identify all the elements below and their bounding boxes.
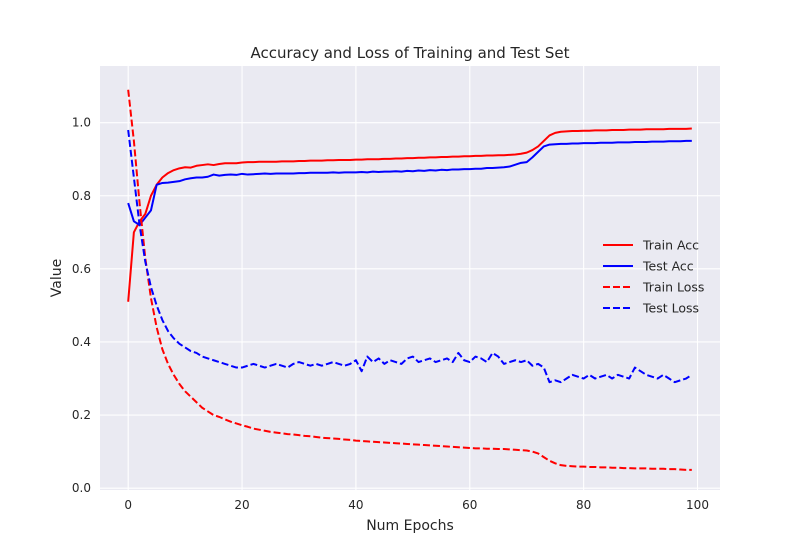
x-tick-labels: 0 20 40 60 80 100 — [124, 498, 709, 512]
grid — [100, 66, 720, 490]
legend-label: Test Acc — [642, 259, 694, 274]
x-tick-label: 20 — [234, 498, 249, 512]
series-lines — [127, 89, 693, 471]
series-line-train-loss — [127, 89, 692, 471]
y-tick-label: 0.6 — [72, 262, 91, 276]
y-tick-label: 1.0 — [72, 116, 91, 130]
x-tick-label: 0 — [124, 498, 132, 512]
chart-title: Accuracy and Loss of Training and Test S… — [250, 44, 569, 62]
y-tick-label: 0.8 — [72, 189, 91, 203]
x-tick-label: 100 — [686, 498, 709, 512]
x-tick-label: 80 — [576, 498, 591, 512]
series-line-train-acc — [127, 127, 692, 302]
x-tick-label: 60 — [462, 498, 477, 512]
x-tick-label: 40 — [348, 498, 363, 512]
x-axis-label: Num Epochs — [366, 518, 454, 534]
y-tick-labels: 0.0 0.2 0.4 0.6 0.8 1.0 — [72, 116, 91, 496]
series-line-test-loss — [127, 129, 693, 384]
y-tick-label: 0.2 — [72, 408, 91, 422]
series-line-test-acc — [127, 139, 692, 226]
y-axis-label: Value — [49, 259, 65, 297]
y-tick-label: 0.0 — [72, 481, 91, 495]
legend-label: Test Loss — [642, 301, 699, 316]
plot-background — [100, 66, 720, 490]
legend-label: Train Loss — [642, 280, 704, 295]
legend: Train Acc Test Acc Train Loss Test Loss — [603, 238, 704, 316]
legend-label: Train Acc — [642, 238, 699, 253]
y-tick-label: 0.4 — [72, 335, 91, 349]
